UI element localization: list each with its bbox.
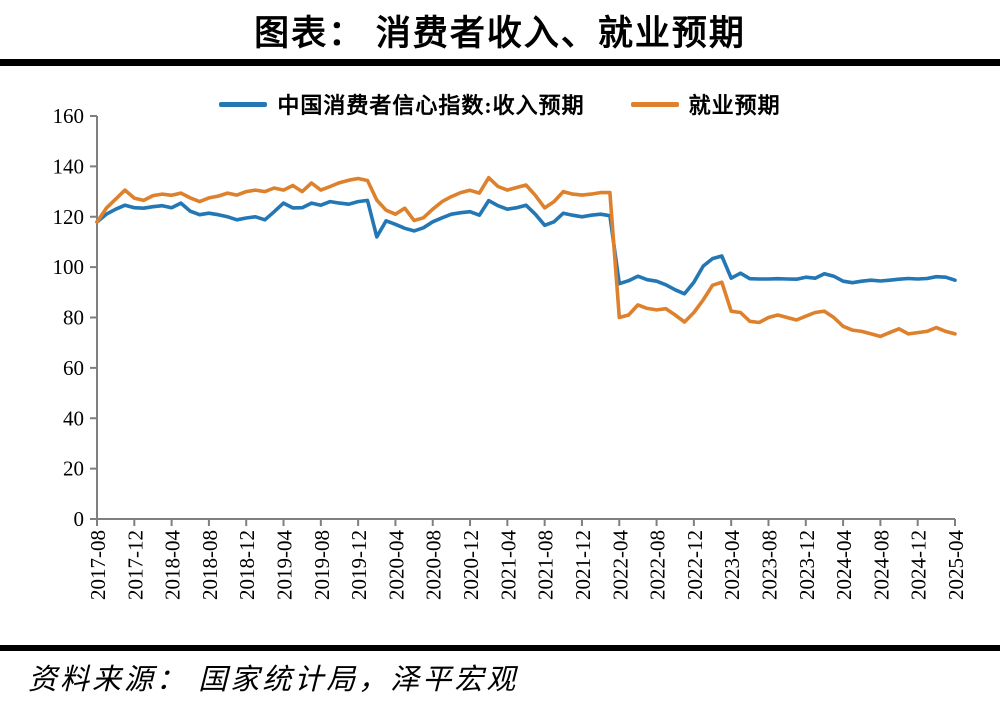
y-tick-label: 60 xyxy=(63,356,84,380)
x-tick-label: 2022-08 xyxy=(646,530,670,600)
x-tick-label: 2024-04 xyxy=(832,530,856,600)
y-tick-label: 20 xyxy=(63,457,84,481)
bottom-rule xyxy=(0,645,1000,651)
x-tick-label: 2023-08 xyxy=(757,530,781,600)
x-tick-label: 2020-04 xyxy=(384,530,408,600)
page-title: 图表： 消费者收入、就业预期 xyxy=(254,14,746,53)
y-tick-label: 160 xyxy=(53,104,85,128)
x-tick-label: 2021-08 xyxy=(534,530,558,600)
top-rule xyxy=(0,59,1000,66)
x-tick-label: 2021-04 xyxy=(496,530,520,600)
x-tick-label: 2020-12 xyxy=(459,530,483,600)
y-tick-label: 40 xyxy=(63,406,84,430)
legend-label-employment: 就业预期 xyxy=(688,93,781,118)
y-tick-label: 100 xyxy=(53,255,85,279)
x-tick-label: 2019-12 xyxy=(347,530,371,600)
x-tick-label: 2022-04 xyxy=(608,530,632,600)
y-tick-label: 80 xyxy=(63,306,84,330)
legend-label-income: 中国消费者信心指数:收入预期 xyxy=(277,93,585,118)
y-tick-label: 120 xyxy=(53,205,85,229)
legend: 中国消费者信心指数:收入预期 就业预期 xyxy=(0,88,1000,120)
x-tick-label: 2018-12 xyxy=(235,530,259,600)
x-tick-label: 2018-08 xyxy=(198,530,222,600)
legend-swatch-income xyxy=(219,101,268,107)
series-line-income xyxy=(95,198,957,296)
x-tick-label: 2025-04 xyxy=(944,530,968,600)
x-tick-label: 2021-12 xyxy=(571,530,595,600)
x-tick-label: 2019-04 xyxy=(273,530,297,600)
legend-item-employment: 就业预期 xyxy=(630,88,781,120)
series-line-employment xyxy=(95,175,957,339)
x-tick-label: 2024-08 xyxy=(869,530,893,600)
source-text: 资料来源： 国家统计局，泽平宏观 xyxy=(28,664,519,696)
x-tick-label: 2020-08 xyxy=(422,530,446,600)
y-tick-label: 0 xyxy=(74,507,85,531)
x-tick-label: 2017-08 xyxy=(86,530,110,600)
x-tick-label: 2017-12 xyxy=(123,530,147,600)
x-tick-label: 2024-12 xyxy=(907,530,931,600)
x-tick-label: 2022-12 xyxy=(683,530,707,600)
legend-swatch-employment xyxy=(630,101,679,107)
legend-item-income: 中国消费者信心指数:收入预期 xyxy=(219,88,584,120)
x-tick-label: 2019-08 xyxy=(310,530,334,600)
y-tick-label: 140 xyxy=(53,154,85,178)
x-tick-label: 2018-04 xyxy=(161,530,185,600)
line-chart: 0 20 40 60 80 100 120 140 160 2017-08 2017-12 2018-… xyxy=(53,104,969,600)
x-tick-label: 2023-04 xyxy=(720,530,744,600)
x-tick-label: 2023-12 xyxy=(795,530,819,600)
